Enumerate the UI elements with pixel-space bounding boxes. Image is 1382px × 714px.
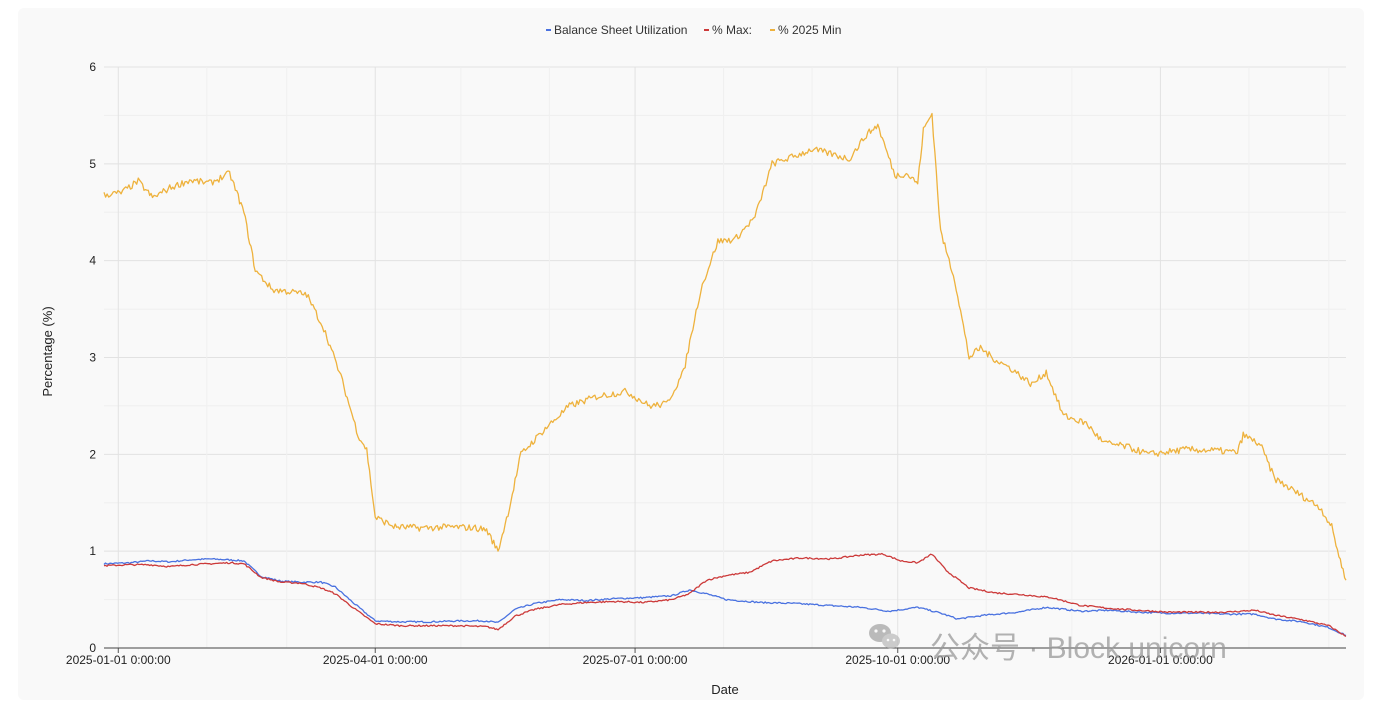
axes: 0 1 2 3 4 5 6 2025-01-01 0:00:00 2025-04-01 0:00…: [66, 60, 1346, 667]
x-tick-label: 2025-10-01 0:00:00: [845, 653, 950, 667]
series-line-2: [103, 112, 1347, 581]
gridlines: [104, 66, 1346, 649]
x-tick-label: 2025-04-01 0:00:00: [323, 653, 428, 667]
legend-label: Balance Sheet Utilization: [554, 23, 687, 37]
y-tick-label: 0: [89, 641, 96, 655]
y-tick-label: 1: [89, 544, 96, 558]
y-tick-label: 3: [89, 351, 96, 365]
series-line-0: [103, 557, 1347, 637]
watermark-text: 公众号 · Block unicorn: [930, 632, 1227, 665]
y-tick-label: 5: [89, 157, 96, 171]
y-tick-label: 2: [89, 447, 96, 461]
x-tick-label: 2025-01-01 0:00:00: [66, 653, 171, 667]
x-axis-title: Date: [711, 682, 738, 697]
wechat-icon: [869, 624, 900, 649]
x-tick-label: 2025-07-01 0:00:00: [583, 653, 688, 667]
legend-label: % Max:: [712, 23, 752, 37]
x-tick-label: 2026-01-01 0:00:00: [1108, 653, 1213, 667]
watermark: 公众号 · Block unicorn: [869, 624, 1227, 665]
series-line-1: [103, 552, 1347, 637]
y-tick-label: 6: [89, 60, 96, 74]
series-lines: [103, 112, 1347, 637]
legend: Balance Sheet Utilization % Max: % 2025 Mi…: [546, 23, 841, 37]
y-axis-title: Percentage (%): [40, 306, 55, 396]
legend-label: % 2025 Min: [778, 23, 841, 37]
chart-card: [18, 8, 1364, 700]
y-tick-label: 4: [89, 254, 96, 268]
